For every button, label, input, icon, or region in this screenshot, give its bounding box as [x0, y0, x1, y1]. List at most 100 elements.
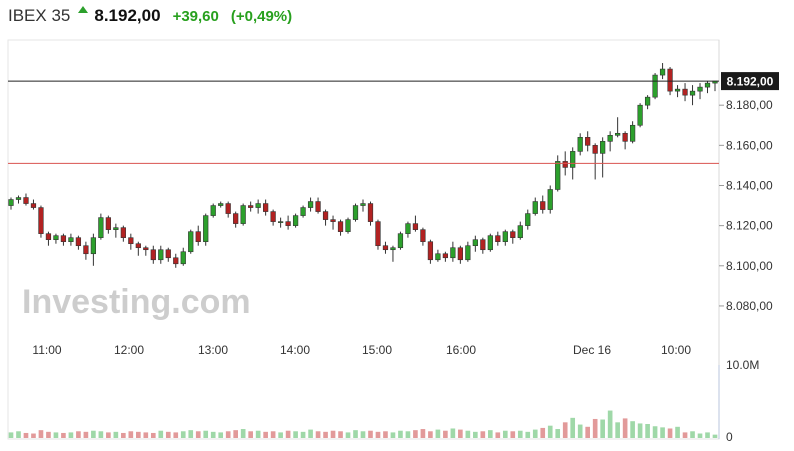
- candle-body[interactable]: [697, 86, 703, 92]
- candle-body[interactable]: [322, 211, 329, 220]
- candle-body[interactable]: [472, 239, 478, 247]
- candle-body[interactable]: [60, 235, 67, 242]
- candle-body[interactable]: [83, 245, 89, 255]
- candle-body[interactable]: [225, 203, 231, 214]
- volume-bar: [353, 430, 358, 438]
- candle-body[interactable]: [195, 231, 201, 242]
- candle-body[interactable]: [300, 207, 306, 216]
- candle-body[interactable]: [240, 205, 246, 224]
- candle-body[interactable]: [644, 96, 651, 106]
- candle-body[interactable]: [23, 197, 29, 204]
- candle-body[interactable]: [465, 245, 471, 261]
- candle-body[interactable]: [577, 137, 583, 152]
- volume-bar: [660, 427, 665, 438]
- candle-body[interactable]: [420, 229, 426, 242]
- candle-body[interactable]: [637, 104, 643, 126]
- candle-body[interactable]: [600, 141, 606, 154]
- candle-body[interactable]: [263, 203, 269, 212]
- candle-body[interactable]: [270, 211, 276, 222]
- candle-body[interactable]: [659, 68, 666, 76]
- candle-body[interactable]: [390, 247, 396, 251]
- candle-body[interactable]: [98, 217, 104, 238]
- x-tick-label: 16:00: [446, 343, 476, 357]
- candle-body[interactable]: [487, 235, 493, 251]
- candle-body[interactable]: [30, 203, 37, 208]
- candle-body[interactable]: [158, 249, 164, 261]
- candle-body[interactable]: [352, 205, 359, 220]
- candle-body[interactable]: [38, 207, 44, 234]
- candle-body[interactable]: [682, 88, 688, 96]
- candle-body[interactable]: [480, 239, 486, 251]
- candle-body[interactable]: [622, 132, 628, 142]
- candle-body[interactable]: [442, 253, 449, 259]
- candle-body[interactable]: [285, 221, 291, 226]
- candle-body[interactable]: [255, 203, 261, 208]
- candle-body[interactable]: [345, 219, 351, 232]
- candle-body[interactable]: [412, 223, 419, 230]
- candle-body[interactable]: [128, 237, 134, 245]
- candle-body[interactable]: [180, 251, 186, 265]
- candle-body[interactable]: [53, 235, 59, 240]
- candle-body[interactable]: [517, 225, 523, 238]
- candle-body[interactable]: [143, 247, 149, 251]
- candle-body[interactable]: [607, 135, 613, 142]
- candle-body[interactable]: [337, 221, 344, 232]
- candle-body[interactable]: [704, 82, 711, 88]
- candle-body[interactable]: [45, 233, 52, 240]
- candle-body[interactable]: [570, 151, 576, 168]
- candle-body[interactable]: [562, 161, 568, 168]
- candle-body[interactable]: [555, 161, 561, 190]
- candle-body[interactable]: [292, 215, 299, 226]
- candle-body[interactable]: [427, 241, 434, 261]
- candle-body[interactable]: [307, 201, 314, 208]
- candle-body[interactable]: [547, 189, 553, 210]
- candle-body[interactable]: [405, 223, 411, 234]
- candle-body[interactable]: [135, 243, 141, 249]
- candle-body[interactable]: [165, 249, 171, 259]
- candle-body[interactable]: [532, 201, 538, 214]
- candle-body[interactable]: [210, 205, 216, 216]
- candle-body[interactable]: [585, 137, 591, 146]
- candle-body[interactable]: [277, 221, 284, 223]
- candle-body[interactable]: [367, 203, 374, 222]
- candle-body[interactable]: [105, 217, 111, 230]
- x-tick-label: 11:00: [32, 343, 61, 357]
- candle-body[interactable]: [510, 231, 516, 238]
- candle-body[interactable]: [150, 249, 156, 261]
- candle-body[interactable]: [113, 227, 119, 230]
- candle-body[interactable]: [75, 237, 82, 247]
- candle-body[interactable]: [457, 247, 463, 261]
- candle-body[interactable]: [450, 247, 456, 259]
- candle-body[interactable]: [674, 88, 681, 92]
- candle-body[interactable]: [435, 253, 441, 261]
- candle-body[interactable]: [689, 90, 696, 96]
- candle-body[interactable]: [375, 221, 381, 247]
- candle-body[interactable]: [203, 215, 209, 242]
- candle-body[interactable]: [495, 235, 501, 242]
- candle-body[interactable]: [218, 203, 224, 206]
- candle-body[interactable]: [8, 199, 14, 206]
- candle-body[interactable]: [540, 201, 546, 210]
- candle-body[interactable]: [90, 237, 97, 255]
- candle-body[interactable]: [667, 68, 673, 92]
- candle-body[interactable]: [330, 219, 336, 222]
- candle-body[interactable]: [68, 237, 74, 242]
- candle-body[interactable]: [315, 201, 321, 212]
- candle-body[interactable]: [382, 245, 389, 251]
- candle-body[interactable]: [15, 197, 22, 200]
- candle-body[interactable]: [360, 203, 366, 206]
- candle-body[interactable]: [120, 227, 126, 238]
- candle-body[interactable]: [652, 74, 658, 98]
- candle-body[interactable]: [615, 132, 621, 136]
- candle-body[interactable]: [525, 213, 531, 226]
- volume-bar: [652, 426, 658, 438]
- candle-body[interactable]: [248, 205, 254, 208]
- candle-body[interactable]: [629, 124, 636, 142]
- candle-body[interactable]: [233, 213, 239, 224]
- candle-body[interactable]: [397, 233, 404, 249]
- candle-body[interactable]: [188, 231, 194, 253]
- candle-body[interactable]: [502, 231, 508, 242]
- candle-body[interactable]: [173, 257, 179, 265]
- candle-body[interactable]: [592, 145, 598, 154]
